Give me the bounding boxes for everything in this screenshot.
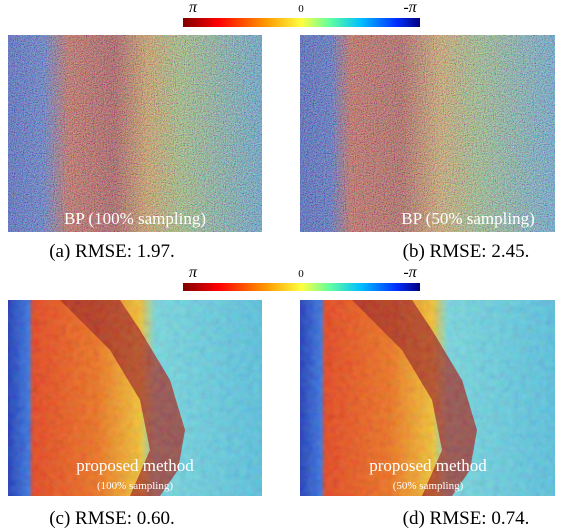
- texture: [8, 300, 262, 496]
- caption: (c) RMSE: 0.60.: [49, 508, 175, 529]
- overlay-sublabel: (100% sampling): [97, 480, 173, 492]
- colorbar-gradient: [183, 18, 420, 27]
- colorbar-center: 0: [298, 3, 304, 15]
- colorbar-left: π: [189, 0, 198, 16]
- texture: [300, 300, 555, 496]
- panel: proposed method (50% sampling) (d) RMSE:…: [300, 300, 555, 529]
- overlay-label: BP (100% sampling): [64, 209, 206, 228]
- colorbar-center: 0: [298, 268, 304, 280]
- colorbar-right: -π: [403, 264, 417, 281]
- caption: (d) RMSE: 0.74.: [403, 508, 530, 529]
- overlay-label: proposed method: [369, 456, 487, 475]
- noise: [300, 35, 555, 232]
- colorbar-left: π: [189, 264, 198, 281]
- overlay-label: proposed method: [76, 456, 194, 475]
- panel: BP (50% sampling) (b) RMSE: 2.45.: [300, 35, 555, 262]
- caption: (a) RMSE: 1.97.: [49, 241, 175, 262]
- colorbar-right: -π: [403, 0, 417, 16]
- panel: proposed method (100% sampling) (c) RMSE…: [8, 300, 262, 529]
- caption: (b) RMSE: 2.45.: [403, 241, 530, 262]
- colorbar: π 0 -π: [183, 264, 420, 291]
- colorbar-gradient: [183, 283, 420, 291]
- colorbar: π 0 -π: [183, 0, 420, 27]
- overlay-sublabel: (50% sampling): [393, 480, 464, 492]
- noise: [8, 35, 262, 232]
- overlay-label: BP (50% sampling): [401, 209, 534, 228]
- panel: BP (100% sampling) (a) RMSE: 1.97.: [8, 35, 262, 262]
